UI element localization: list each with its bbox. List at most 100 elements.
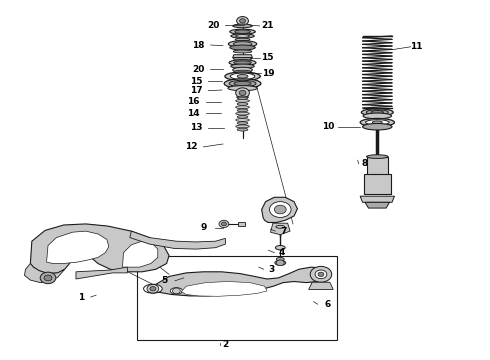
Circle shape	[219, 220, 229, 228]
Ellipse shape	[171, 288, 182, 294]
Circle shape	[147, 284, 159, 293]
Polygon shape	[152, 267, 329, 296]
Ellipse shape	[237, 96, 248, 98]
Text: 20: 20	[192, 65, 205, 74]
Ellipse shape	[233, 67, 252, 72]
Polygon shape	[360, 196, 394, 202]
Polygon shape	[270, 223, 290, 235]
Ellipse shape	[237, 128, 248, 131]
Ellipse shape	[233, 42, 252, 46]
Circle shape	[44, 275, 52, 281]
Text: 15: 15	[261, 53, 273, 62]
Ellipse shape	[224, 79, 261, 88]
Ellipse shape	[363, 113, 392, 119]
Polygon shape	[309, 282, 333, 289]
Text: 13: 13	[190, 123, 202, 132]
Text: 5: 5	[161, 276, 167, 285]
Circle shape	[315, 270, 327, 279]
Circle shape	[172, 288, 180, 294]
Ellipse shape	[237, 75, 248, 78]
Bar	[137, 256, 337, 340]
Circle shape	[236, 88, 249, 98]
Circle shape	[240, 19, 245, 23]
Ellipse shape	[230, 73, 255, 80]
Ellipse shape	[235, 38, 250, 41]
Ellipse shape	[238, 98, 247, 99]
Text: 1: 1	[78, 292, 84, 302]
Ellipse shape	[275, 246, 285, 250]
Ellipse shape	[276, 257, 284, 261]
Text: 21: 21	[261, 21, 273, 30]
Bar	[364, 174, 391, 194]
Ellipse shape	[367, 155, 388, 158]
Polygon shape	[238, 222, 245, 226]
Circle shape	[221, 222, 226, 226]
Ellipse shape	[231, 34, 254, 38]
Ellipse shape	[234, 61, 251, 64]
Ellipse shape	[367, 110, 388, 115]
Ellipse shape	[372, 121, 382, 124]
Polygon shape	[47, 231, 109, 264]
Text: 4: 4	[278, 248, 285, 257]
Ellipse shape	[362, 109, 393, 116]
Ellipse shape	[236, 99, 249, 102]
Polygon shape	[30, 224, 169, 274]
Ellipse shape	[228, 41, 257, 47]
Ellipse shape	[229, 80, 256, 87]
Polygon shape	[233, 58, 252, 60]
Ellipse shape	[276, 225, 285, 228]
Circle shape	[270, 202, 291, 217]
Ellipse shape	[236, 118, 249, 121]
Circle shape	[310, 266, 332, 282]
Ellipse shape	[230, 29, 255, 34]
Polygon shape	[76, 267, 127, 279]
Text: 12: 12	[185, 143, 197, 152]
Text: 17: 17	[190, 86, 202, 95]
Ellipse shape	[229, 60, 256, 66]
Bar	[367, 157, 388, 175]
Text: 7: 7	[280, 227, 287, 236]
Text: 2: 2	[222, 341, 228, 349]
Circle shape	[237, 17, 248, 25]
Text: 9: 9	[200, 223, 207, 232]
Text: 10: 10	[322, 122, 335, 131]
Ellipse shape	[225, 72, 260, 81]
Polygon shape	[130, 231, 225, 249]
Circle shape	[150, 287, 156, 291]
Ellipse shape	[233, 50, 252, 53]
Ellipse shape	[235, 30, 250, 33]
Ellipse shape	[230, 45, 255, 50]
Polygon shape	[262, 197, 297, 222]
Polygon shape	[122, 241, 158, 267]
Ellipse shape	[371, 111, 384, 114]
Ellipse shape	[144, 284, 162, 293]
Circle shape	[276, 260, 284, 266]
Ellipse shape	[237, 109, 248, 112]
Ellipse shape	[363, 123, 392, 130]
Ellipse shape	[237, 122, 248, 125]
Ellipse shape	[366, 120, 389, 125]
Text: 6: 6	[324, 300, 330, 309]
Polygon shape	[233, 55, 252, 58]
Text: 14: 14	[187, 109, 200, 118]
Ellipse shape	[236, 106, 249, 109]
Text: 20: 20	[207, 21, 220, 30]
Circle shape	[40, 272, 56, 284]
Ellipse shape	[237, 115, 248, 118]
Text: 3: 3	[269, 265, 275, 274]
Ellipse shape	[236, 35, 249, 37]
Circle shape	[318, 272, 324, 276]
Ellipse shape	[228, 86, 257, 91]
Text: 11: 11	[410, 42, 423, 51]
Ellipse shape	[236, 125, 249, 128]
Ellipse shape	[234, 70, 251, 74]
Ellipse shape	[231, 64, 254, 68]
Ellipse shape	[237, 103, 248, 105]
Ellipse shape	[275, 260, 286, 265]
Ellipse shape	[360, 118, 394, 126]
Ellipse shape	[236, 112, 249, 115]
Circle shape	[274, 205, 286, 214]
Polygon shape	[181, 282, 267, 296]
Text: 15: 15	[190, 77, 202, 85]
Text: 19: 19	[262, 68, 275, 77]
